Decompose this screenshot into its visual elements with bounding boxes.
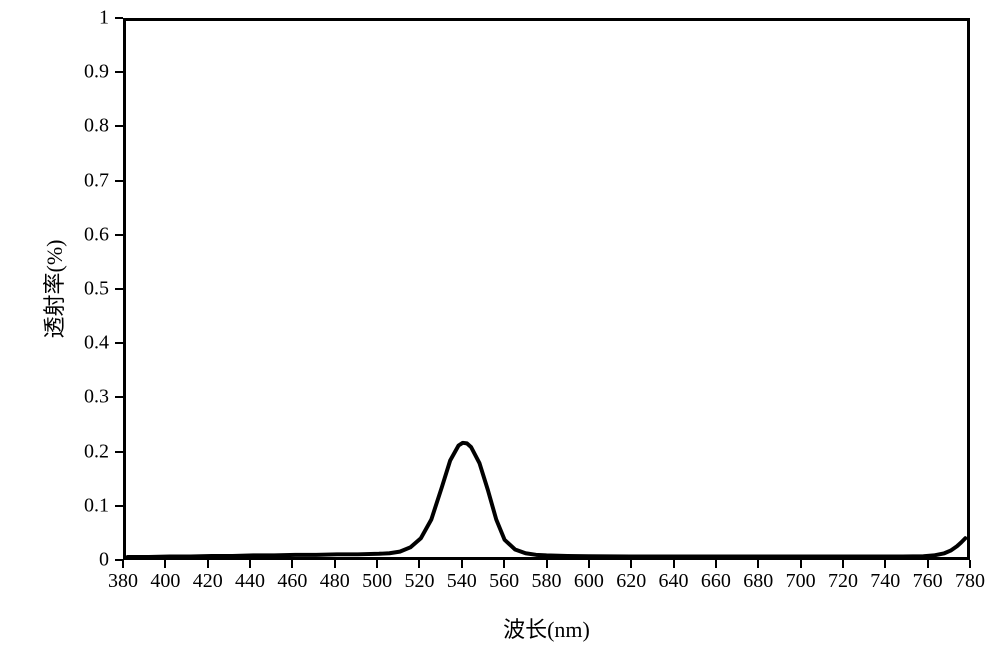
y-tick-label: 0.6 [84, 223, 109, 246]
y-tick [115, 505, 123, 507]
x-tick-label: 700 [786, 570, 816, 593]
x-tick-label: 680 [743, 570, 773, 593]
transmittance-curve [126, 21, 967, 557]
x-tick-label: 560 [489, 570, 519, 593]
x-tick [164, 560, 166, 568]
x-tick-label: 420 [193, 570, 223, 593]
x-tick [757, 560, 759, 568]
y-tick [115, 180, 123, 182]
x-tick-label: 600 [574, 570, 604, 593]
x-tick [800, 560, 802, 568]
x-tick [842, 560, 844, 568]
x-tick-label: 660 [701, 570, 731, 593]
x-tick-label: 440 [235, 570, 265, 593]
x-tick [969, 560, 971, 568]
y-tick-label: 0.5 [84, 278, 109, 301]
x-axis-label: 波长(nm) [447, 612, 647, 644]
x-tick [546, 560, 548, 568]
y-tick [115, 234, 123, 236]
x-tick [927, 560, 929, 568]
x-tick [334, 560, 336, 568]
y-tick-label: 0.4 [84, 332, 109, 355]
y-tick [115, 17, 123, 19]
x-tick [291, 560, 293, 568]
y-tick-label: 0.9 [84, 61, 109, 84]
y-tick [115, 71, 123, 73]
x-tick [503, 560, 505, 568]
y-tick [115, 451, 123, 453]
x-tick [207, 560, 209, 568]
x-tick-label: 380 [108, 570, 138, 593]
y-axis-label: 透射率(%) [37, 240, 69, 339]
y-tick [115, 559, 123, 561]
x-tick-label: 740 [870, 570, 900, 593]
x-tick-label: 520 [404, 570, 434, 593]
x-tick-label: 760 [913, 570, 943, 593]
x-tick-label: 460 [277, 570, 307, 593]
x-tick-label: 780 [955, 570, 985, 593]
x-tick [630, 560, 632, 568]
x-tick [376, 560, 378, 568]
y-tick-label: 0 [99, 549, 109, 572]
y-tick [115, 342, 123, 344]
x-tick [122, 560, 124, 568]
y-tick-label: 0.7 [84, 169, 109, 192]
x-tick [461, 560, 463, 568]
x-tick [673, 560, 675, 568]
x-tick [715, 560, 717, 568]
x-tick-label: 580 [532, 570, 562, 593]
y-tick [115, 396, 123, 398]
x-tick [418, 560, 420, 568]
x-tick-label: 400 [150, 570, 180, 593]
x-tick [884, 560, 886, 568]
y-tick-label: 0.3 [84, 386, 109, 409]
x-tick [588, 560, 590, 568]
y-tick [115, 288, 123, 290]
x-tick-label: 480 [320, 570, 350, 593]
y-tick-label: 0.1 [84, 494, 109, 517]
y-tick-label: 0.2 [84, 440, 109, 463]
x-tick [249, 560, 251, 568]
x-tick-label: 500 [362, 570, 392, 593]
chart-plot-area [123, 18, 970, 560]
x-tick-label: 540 [447, 570, 477, 593]
y-tick-label: 0.8 [84, 115, 109, 138]
y-tick [115, 125, 123, 127]
x-tick-label: 720 [828, 570, 858, 593]
y-tick-label: 1 [99, 7, 109, 30]
x-tick-label: 640 [659, 570, 689, 593]
x-tick-label: 620 [616, 570, 646, 593]
